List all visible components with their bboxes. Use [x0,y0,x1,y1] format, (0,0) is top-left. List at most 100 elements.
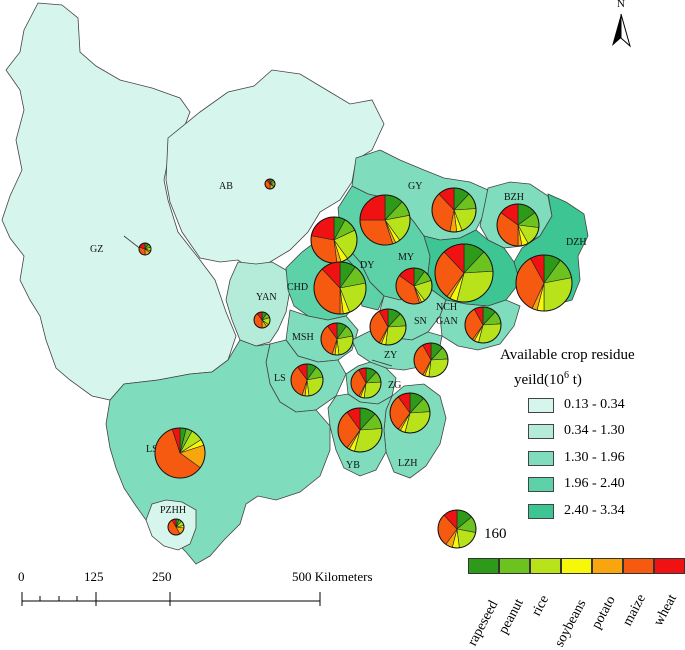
legend-label-2: 1.30 - 1.96 [564,450,625,465]
pie-sn-outline [369,308,407,346]
north-arrow-icon [612,13,631,48]
crop-swatch-soybeans [561,558,592,574]
pie-legend-160-outline [437,509,477,549]
legend-class-3: 1.96 - 2.40 [528,475,678,493]
leader-line-zy [371,359,393,367]
crop-swatch-rapeseed [468,558,499,574]
legend-class-0: 0.13 - 0.34 [528,396,678,414]
pie-charts [138,178,573,549]
region-yan [225,261,291,347]
crop-swatch-maize [623,558,654,574]
region-label-yan: YAN [256,292,277,303]
pie-yb [337,407,383,453]
pie-lsh [154,427,206,479]
pie-gy [431,187,477,233]
pie-yb-outline [337,407,383,453]
pie-bzh [496,203,540,247]
legend-label-4: 2.40 - 3.34 [564,503,625,518]
region-label-bzh: BZH [504,192,524,203]
pie-nch-outline [434,243,494,303]
pie-msh-outline [320,322,354,356]
region-label-yb: YB [346,460,360,471]
legend-class-2: 1.30 - 1.96 [528,449,678,467]
pie-chd-outline [313,261,367,315]
legend-swatch-1 [528,424,554,439]
pie-ab-outline [264,178,276,190]
crop-swatch-wheat [654,558,685,574]
legend-title-sup: 6 [564,370,569,381]
legend-label-3: 1.96 - 2.40 [564,476,625,491]
legend-title-line1: Available crop residue [500,347,635,363]
pie-zg [350,367,382,399]
region-label-my: MY [398,252,414,263]
pie-my-top [359,194,411,246]
legend-swatch-0 [528,398,554,413]
region-label-ab: AB [219,181,233,192]
pie-yan [253,311,271,329]
scale-bar [21,592,321,606]
legend-label-1: 0.34 - 1.30 [564,423,625,438]
pie-nch [434,243,494,303]
region-label-pzhh: PZHH [160,505,186,516]
pie-pzhh [167,518,185,536]
pie-lsh-outline [154,427,206,479]
pie-gan-outline [464,306,502,344]
legend-title-line2: yeild(106 t) [514,367,685,389]
legend-class-1: 0.34 - 1.30 [528,422,678,440]
north-label: N [617,0,625,10]
legend-class-4: 2.40 - 3.34 [528,502,678,520]
crop-swatch-potato [592,558,623,574]
pie-zy [413,342,449,378]
pie-ls-outline [290,363,324,397]
pie-dzh-slice-rice [543,277,573,312]
pie-legend-160 [437,509,477,549]
pie-sn [369,308,407,346]
pie-lzh [389,392,431,434]
pie-gan [464,306,502,344]
pie-ab [264,178,276,190]
pie-gz [138,242,152,256]
pie-zg-outline [350,367,382,399]
pie-ls [290,363,324,397]
legend-swatch-2 [528,451,554,466]
region-label-gz: GZ [90,244,103,255]
region-label-ls: LS [274,373,286,384]
region-label-zg: ZG [388,380,401,391]
legend-swatch-3 [528,477,554,492]
region-label-nch: NCH [436,302,457,313]
pie-size-label: 160 [484,526,507,542]
pie-dzh-outline [515,254,573,312]
crop-swatch-peanut [499,558,530,574]
pie-lzh-outline [389,392,431,434]
scale-tick-250: 250 [152,569,172,584]
pie-zy-slice-rice [428,358,449,378]
pie-my-top-outline [359,194,411,246]
region-label-lzh: LZH [398,458,417,469]
legend-swatch-4 [528,504,554,519]
crop-swatch-rice [530,558,561,574]
pie-my-outline [395,267,433,305]
region-label-gy: GY [408,181,422,192]
region-label-dzh: DZH [566,237,587,248]
pie-zy-outline [413,342,449,378]
pie-dy-top [310,216,358,264]
legend-label-0: 0.13 - 0.34 [564,397,625,412]
pie-chd [313,261,367,315]
scale-tick-125: 125 [84,569,104,584]
pie-dzh [515,254,573,312]
region-label-chd: CHD [287,282,308,293]
legend-title-prefix: yeild(10 [514,372,564,388]
region-label-gan: GAN [436,316,458,327]
pie-my [395,267,433,305]
region-label-dy: DY [360,260,374,271]
pie-yan-outline [253,311,271,329]
pie-bzh-outline [496,203,540,247]
region-ab [165,69,385,271]
pie-msh-slice-rice [336,335,354,356]
scale-end-label: 500 Kilometers [292,569,373,584]
region-label-msh: MSH [292,332,314,343]
pie-msh [320,322,354,356]
region-label-zy: ZY [384,350,397,361]
pie-pzhh-outline [167,518,185,536]
